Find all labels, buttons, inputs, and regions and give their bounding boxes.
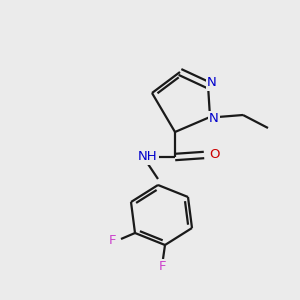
Text: O: O bbox=[209, 148, 219, 161]
Text: N: N bbox=[209, 112, 219, 125]
Text: F: F bbox=[109, 235, 117, 248]
Text: F: F bbox=[158, 260, 166, 274]
Text: NH: NH bbox=[138, 151, 158, 164]
Text: N: N bbox=[207, 76, 217, 89]
